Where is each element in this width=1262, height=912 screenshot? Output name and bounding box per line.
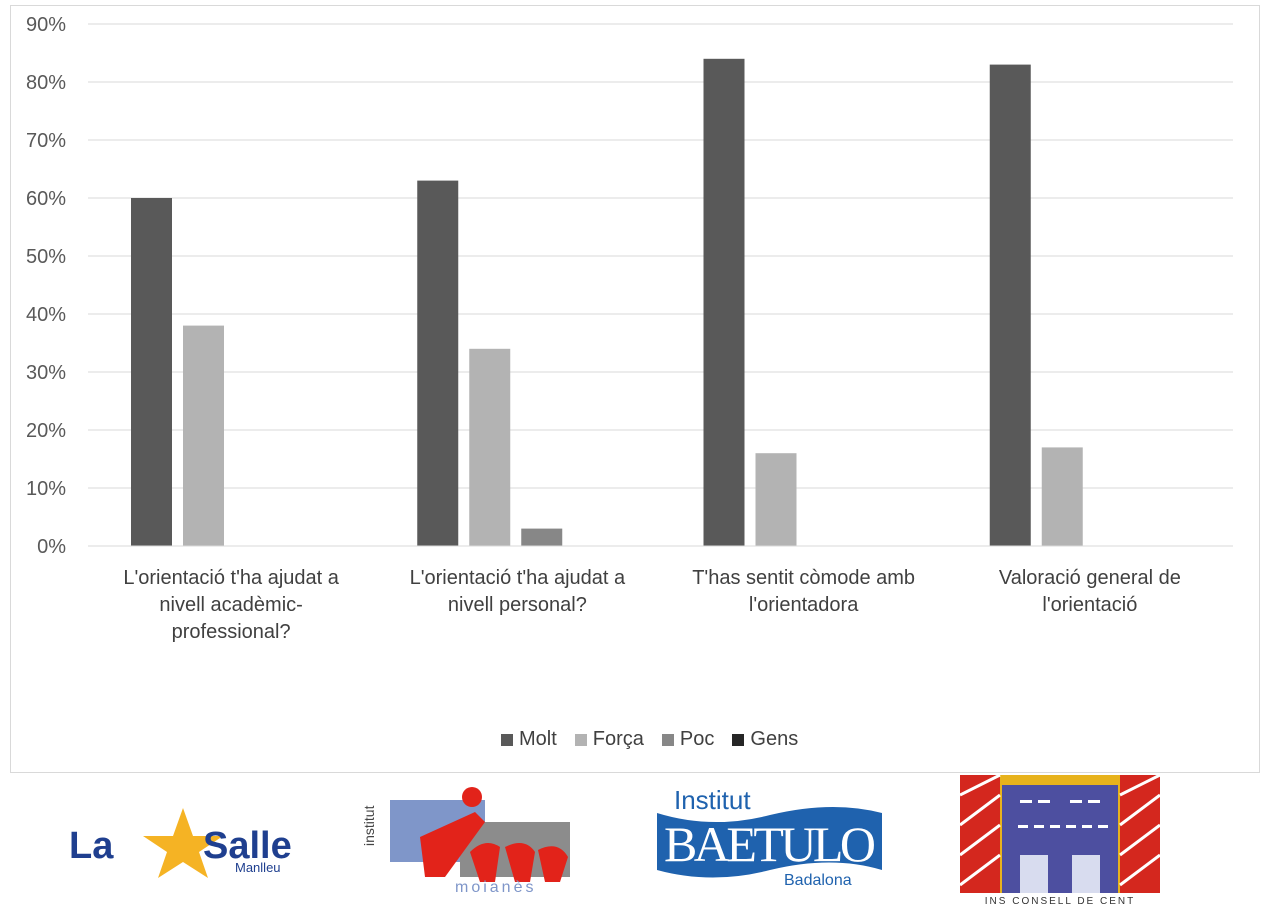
x-category-label: L'orientació t'ha ajudat a nivell person… — [409, 567, 626, 616]
y-tick-label: 80% — [26, 72, 66, 94]
legend-label: Molt — [519, 728, 557, 750]
baetulo-sub: Badalona — [784, 872, 852, 889]
la-salle-word1: La — [69, 825, 114, 867]
consell-de-cent-logo: INS CONSELL DE CENT — [959, 773, 1165, 907]
bar-molt — [417, 180, 459, 546]
legend-item: Gens — [732, 728, 798, 751]
y-tick-label: 20% — [26, 420, 66, 442]
bar-for-a — [755, 453, 797, 546]
moianes-logo: institut moianès — [360, 782, 590, 897]
legend-swatch — [574, 733, 587, 746]
y-tick-label: 30% — [26, 362, 66, 384]
legend: Molt Força Poc Gens — [501, 728, 798, 751]
bar-chart: 0% 10% 20% 30% 40% 50% 60% 70% 80% 90% — [26, 14, 1233, 558]
y-tick-label: 0% — [37, 536, 66, 558]
moianes-side-text: institut — [361, 805, 377, 846]
y-tick-label: 90% — [26, 14, 66, 36]
la-salle-word2: Salle — [203, 825, 292, 867]
bar-poc — [521, 528, 563, 546]
x-category-label: L'orientació t'ha ajudat a nivell acadèm… — [123, 567, 339, 643]
bar-for-a — [183, 325, 224, 546]
bar-for-a — [1041, 447, 1083, 546]
legend-item: Força — [574, 728, 644, 751]
y-tick-label: 40% — [26, 304, 66, 326]
legend-swatch — [661, 733, 674, 746]
bar-molt — [131, 198, 172, 546]
consell-caption: INS CONSELL DE CENT — [985, 896, 1135, 907]
legend-label: Poc — [679, 728, 715, 750]
y-tick-label: 50% — [26, 246, 66, 268]
chart-container: 0% 10% 20% 30% 40% 50% 60% 70% 80% 90% L'orientac… — [10, 5, 1260, 773]
legend-label: Força — [592, 728, 644, 750]
legend-swatch — [732, 733, 745, 746]
baetulo-logo: Institut BAETULO Badalona — [652, 785, 887, 890]
y-tick-label: 60% — [26, 188, 66, 210]
baetulo-main: BAETULO — [664, 816, 876, 872]
legend-item: Poc — [661, 728, 715, 751]
y-tick-label: 70% — [26, 130, 66, 152]
x-category-label: Valoració general de l'orientació — [998, 567, 1181, 616]
bar-molt — [989, 64, 1031, 546]
bar-molt — [703, 58, 745, 547]
baetulo-top: Institut — [674, 785, 751, 815]
y-tick-label: 10% — [26, 478, 66, 500]
la-salle-sub: Manlleu — [235, 860, 281, 875]
legend-item: Molt — [501, 728, 557, 751]
bar-for-a — [469, 348, 511, 546]
la-salle-logo: La Salle Manlleu — [65, 800, 315, 880]
moianes-sub: moianès — [455, 879, 536, 896]
legend-label: Gens — [750, 728, 799, 750]
legend-swatch — [501, 733, 513, 746]
star-icon — [143, 808, 223, 878]
x-category-label: T'has sentit còmode amb l'orientadora — [692, 567, 916, 616]
